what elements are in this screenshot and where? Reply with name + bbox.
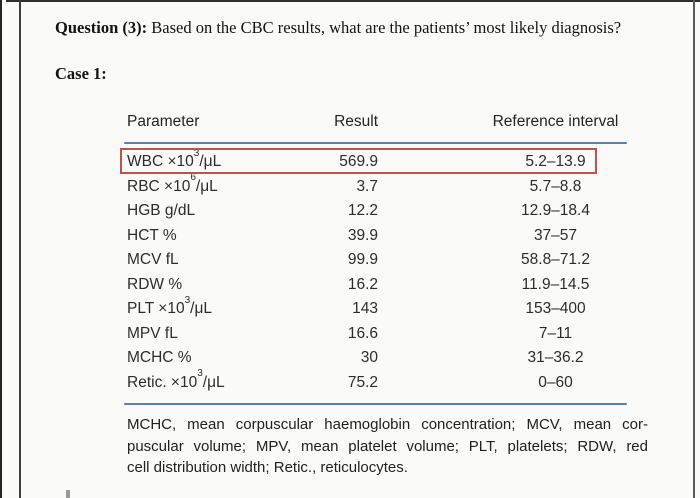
result-cell: 143 [352, 300, 378, 317]
reference-cell: 37–57 [533, 226, 578, 244]
table-row: HCT % 39.9 37–57 [124, 224, 627, 249]
result-cell: 75.2 [347, 373, 378, 391]
reference-cell: 31–36.2 [527, 349, 584, 366]
table-row: RDW % 16.2 11.9–14.5 [124, 273, 627, 298]
result-cell: 12.2 [347, 202, 378, 219]
table-row: WBC ×103/μL 569.9 5.2–13.9 [124, 147, 627, 175]
header-result: Result [334, 113, 378, 130]
page-bottom-artifact [66, 490, 70, 498]
reference-cell: 5.2–13.9 [525, 153, 586, 170]
table-row: MPV fL 16.6 7–11 [124, 322, 627, 347]
result-cell: 3.7 [356, 177, 378, 195]
table-footnote: MCHC, mean corpuscular haemoglobin conce… [127, 414, 648, 479]
cbc-results-table: Parameter Result Reference interval WBC … [124, 106, 627, 405]
case-heading: Case 1: [55, 64, 107, 83]
table-row: PLT ×103/μL 143 153–400 [124, 294, 627, 322]
table-row: Retic. ×103/μL 75.2 0–60 [124, 368, 627, 396]
parameter-cell: MPV fL [127, 324, 178, 342]
footnote-line: puscular volume; MPV, mean platelet volu… [127, 437, 648, 455]
reference-cell: 58.8–71.2 [521, 251, 590, 268]
result-cell: 16.6 [347, 324, 378, 342]
page-border-left-inner [19, 0, 21, 498]
result-cell: 569.9 [339, 153, 378, 170]
table-top-rule [124, 142, 627, 144]
footnote-line: cell distribution width; Retic., reticul… [127, 459, 408, 476]
page-border-top [6, 0, 700, 2]
table-row: MCHC % 30 31–36.2 [124, 346, 627, 371]
result-cell: 30 [360, 349, 378, 366]
parameter-cell: MCHC % [127, 349, 192, 366]
reference-cell: 7–11 [538, 324, 573, 342]
reference-cell: 0–60 [538, 373, 573, 391]
reference-cell: 153–400 [525, 300, 586, 317]
table-body: WBC ×103/μL 569.9 5.2–13.9 RBC ×106/μL 3… [124, 144, 627, 395]
page-border-left-outer [0, 0, 2, 498]
reference-cell: 12.9–18.4 [521, 202, 590, 219]
reference-cell: 5.7–8.8 [529, 177, 582, 195]
parameter-cell: HGB g/dL [127, 202, 196, 219]
table-row: RBC ×106/μL 3.7 5.7–8.8 [124, 172, 627, 200]
parameter-cell: RBC ×106/μL [127, 172, 218, 195]
question-label: Question (3): [55, 18, 148, 37]
parameter-cell: WBC ×103/μL [127, 147, 222, 170]
parameter-cell: RDW % [127, 275, 183, 293]
question-text: Question (3): Based on the CBC results, … [55, 18, 685, 38]
parameter-cell: Retic. ×103/μL [127, 368, 225, 391]
header-parameter: Parameter [127, 113, 200, 130]
footnote-line: MCHC, mean corpuscular haemoglobin conce… [127, 416, 648, 433]
result-cell: 99.9 [347, 251, 378, 268]
table-header-row: Parameter Result Reference interval [124, 106, 627, 142]
page-border-right [693, 0, 695, 498]
table-bottom-rule [124, 403, 627, 405]
header-reference-interval: Reference interval [492, 113, 619, 130]
parameter-cell: PLT ×103/μL [127, 294, 213, 317]
result-cell: 16.2 [347, 275, 378, 293]
parameter-cell: HCT % [127, 226, 177, 244]
table-row: HGB g/dL 12.2 12.9–18.4 [124, 199, 627, 224]
reference-cell: 11.9–14.5 [521, 275, 590, 293]
question-body: Based on the CBC results, what are the p… [147, 18, 622, 37]
table-row: MCV fL 99.9 58.8–71.2 [124, 248, 627, 273]
parameter-cell: MCV fL [127, 251, 179, 268]
result-cell: 39.9 [347, 226, 378, 244]
